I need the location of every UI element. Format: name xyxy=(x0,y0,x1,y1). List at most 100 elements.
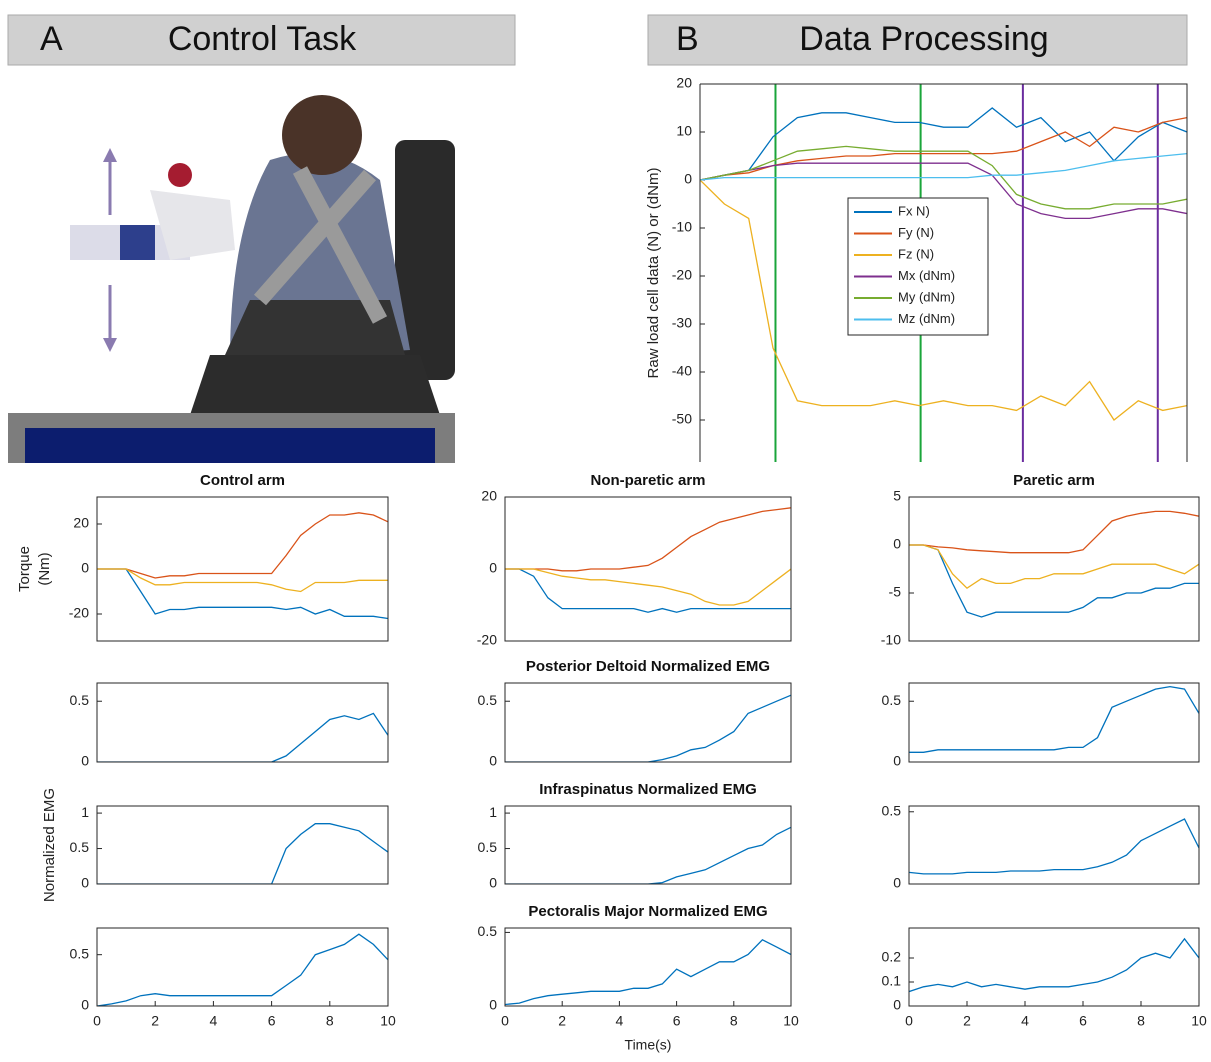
plot-area xyxy=(97,497,388,641)
y-tick-label: 0 xyxy=(81,875,89,891)
data-line xyxy=(700,116,1187,181)
plot-area xyxy=(97,928,388,1006)
chart-title: Posterior Deltoid Normalized EMG xyxy=(526,658,770,675)
data-line xyxy=(97,568,388,593)
y-tick-label: 1 xyxy=(81,804,89,820)
axes-frame xyxy=(504,927,792,1007)
x-tick-label: 0 xyxy=(501,1013,509,1029)
data-line xyxy=(97,933,388,1006)
y-tick-label: 0 xyxy=(893,753,901,769)
data-line xyxy=(97,512,388,579)
y-axis-label: Raw load cell data (N) or (dNm) xyxy=(645,168,662,379)
y-tick-label: 0 xyxy=(684,171,692,187)
data-line xyxy=(505,826,791,884)
legend-label: Mx (dNm) xyxy=(898,268,955,283)
chart-title: Infraspinatus Normalized EMG xyxy=(539,781,757,798)
axes-frame xyxy=(504,805,792,885)
chart-title: Non-paretic arm xyxy=(590,472,705,489)
plot-area xyxy=(909,683,1199,762)
panel-letter: B xyxy=(676,20,699,58)
axes-frame xyxy=(96,805,389,885)
x-tick-label: 8 xyxy=(730,1013,738,1029)
data-line xyxy=(505,939,791,1006)
axes-frame xyxy=(96,927,389,1007)
x-axis-label: Time(s) xyxy=(625,1037,672,1053)
x-tick-label: 2 xyxy=(558,1013,566,1029)
legend-label: Fy (N) xyxy=(898,225,934,240)
data-line xyxy=(700,179,1187,421)
legend-box xyxy=(847,197,989,336)
data-line xyxy=(97,823,388,884)
data-line xyxy=(909,818,1199,875)
data-line xyxy=(909,685,1199,753)
data-line xyxy=(505,568,791,606)
y-tick-label: 20 xyxy=(481,488,497,504)
y-tick-label: -5 xyxy=(889,584,902,600)
y-tick-label: 0 xyxy=(81,997,89,1013)
panel-letter: A xyxy=(40,20,63,58)
chart-title: Control arm xyxy=(200,472,285,489)
axes-frame xyxy=(96,496,389,642)
panel-b-header xyxy=(647,14,1188,66)
y-tick-label: 0.1 xyxy=(882,973,902,989)
data-line xyxy=(909,544,1199,618)
y-tick-label: 0 xyxy=(489,997,497,1013)
axes-frame xyxy=(699,83,1188,462)
data-line xyxy=(700,162,1187,220)
y-tick-label: 0.2 xyxy=(882,949,902,965)
plot-area xyxy=(909,497,1199,641)
y-tick-label: 0.5 xyxy=(478,692,498,708)
x-tick-label: 4 xyxy=(616,1013,624,1029)
y-axis-label: Torque xyxy=(16,546,33,592)
data-line xyxy=(700,107,1187,181)
x-tick-label: 6 xyxy=(1079,1013,1087,1029)
legend-label: Fz (N) xyxy=(898,246,934,261)
y-tick-label: 0 xyxy=(81,753,89,769)
panel-title: Control Task xyxy=(168,20,357,58)
chart-title: Paretic arm xyxy=(1013,472,1095,489)
x-tick-label: 4 xyxy=(1021,1013,1029,1029)
y-tick-label: 0.5 xyxy=(70,692,90,708)
plot-area xyxy=(505,928,791,1006)
plot-area xyxy=(97,806,388,884)
x-tick-label: 10 xyxy=(1191,1013,1207,1029)
x-tick-label: 8 xyxy=(326,1013,334,1029)
data-line xyxy=(97,568,388,620)
axes-frame xyxy=(908,682,1200,763)
x-tick-label: 0 xyxy=(905,1013,913,1029)
x-tick-label: 2 xyxy=(151,1013,159,1029)
x-tick-label: 2 xyxy=(963,1013,971,1029)
plot-area xyxy=(909,806,1199,884)
y-tick-label: 0 xyxy=(489,875,497,891)
y-tick-label: 0 xyxy=(893,536,901,552)
data-line xyxy=(909,544,1199,590)
photo xyxy=(8,68,455,463)
axes-frame xyxy=(908,805,1200,885)
y-tick-label: 20 xyxy=(676,75,692,91)
y-tick-label: 0 xyxy=(489,753,497,769)
axes-frame xyxy=(504,496,792,642)
plot-area xyxy=(909,928,1199,1006)
y-tick-label: 0 xyxy=(489,560,497,576)
y-tick-label: -50 xyxy=(672,411,692,427)
panel-title: Data Processing xyxy=(799,20,1048,58)
axes-frame xyxy=(504,682,792,763)
y-tick-label: -20 xyxy=(69,605,89,621)
y-tick-label: 0.5 xyxy=(70,839,90,855)
y-tick-label: 0 xyxy=(893,997,901,1013)
y-tick-label: 0.5 xyxy=(882,692,902,708)
y-tick-label: -10 xyxy=(672,219,692,235)
y-tick-label: 0.5 xyxy=(478,839,498,855)
plot-area xyxy=(97,683,388,762)
legend-label: Fx N) xyxy=(898,203,930,218)
y-tick-label: 0 xyxy=(81,560,89,576)
y-tick-label: 0.5 xyxy=(882,802,902,818)
axes-frame xyxy=(908,927,1200,1007)
y-tick-label: 0 xyxy=(893,875,901,891)
y-tick-label: -10 xyxy=(881,632,901,648)
x-tick-label: 10 xyxy=(380,1013,396,1029)
x-tick-label: 6 xyxy=(268,1013,276,1029)
y-tick-label: 20 xyxy=(73,515,89,531)
y-tick-label: -20 xyxy=(477,632,497,648)
